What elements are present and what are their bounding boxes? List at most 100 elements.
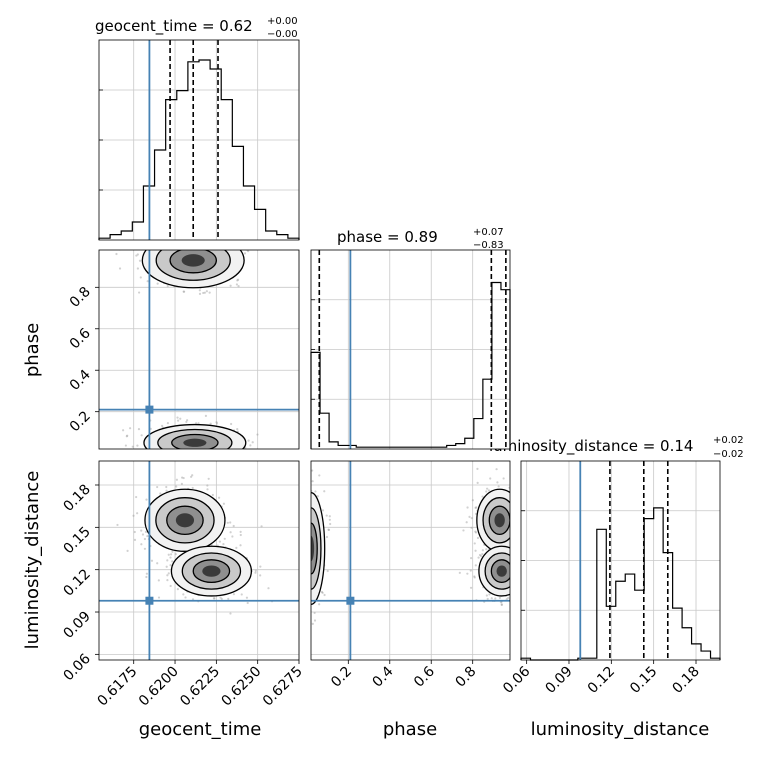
title-geocent-time-sub: −0.00 — [267, 29, 298, 40]
density-phase-vs-geocent-time-point — [173, 457, 175, 459]
density-luminosity-distance-vs-geocent-time-point — [150, 559, 154, 562]
density-luminosity-distance-vs-phase-point — [470, 557, 473, 560]
density-phase-vs-geocent-time-point — [182, 290, 186, 293]
density-luminosity-distance-vs-phase-point — [308, 551, 310, 553]
density-luminosity-distance-vs-geocent-time-point — [206, 488, 209, 491]
density-luminosity-distance-vs-geocent-time-point — [182, 476, 185, 480]
density-luminosity-distance-vs-phase-point — [510, 569, 512, 571]
density-luminosity-distance-vs-phase-point — [325, 514, 328, 517]
density-luminosity-distance-vs-phase-point — [304, 543, 306, 545]
yaxis-phase-yticklabel-1: 0.4 — [67, 367, 94, 394]
density-phase-vs-geocent-time-point — [179, 454, 181, 456]
density-phase-vs-geocent-time-point — [169, 246, 171, 248]
density-luminosity-distance-vs-geocent-time-point — [259, 565, 262, 568]
xaxis-phase-xticklabel-3: 0.8 — [452, 664, 479, 691]
density-luminosity-distance-vs-phase-truth-marker — [346, 596, 355, 605]
density-luminosity-distance-vs-phase-point — [308, 546, 310, 548]
density-luminosity-distance-vs-phase-point — [514, 541, 516, 543]
density-phase-vs-geocent-time-point — [146, 280, 149, 283]
density-luminosity-distance-vs-geocent-time-point — [133, 538, 137, 541]
title-geocent-time: geocent_time = 0.62 +0.00 −0.00 — [95, 16, 298, 40]
density-luminosity-distance-vs-phase-point — [517, 547, 519, 549]
hist-geocent-time — [98, 39, 300, 241]
density-phase-vs-geocent-time-point — [209, 246, 211, 248]
density-luminosity-distance-vs-phase-point — [473, 575, 476, 578]
yaxis-luminosity-distance-yticklabel-2: 0.12 — [60, 566, 93, 599]
density-luminosity-distance-vs-phase-point — [328, 515, 331, 518]
density-phase-vs-geocent-time-point — [118, 267, 122, 270]
density-luminosity-distance-vs-phase-point — [314, 490, 317, 493]
title-luminosity-distance: luminosity_distance = 0.14 +0.02 −0.02 — [489, 435, 744, 460]
density-luminosity-distance-vs-phase-point — [305, 543, 307, 545]
density-luminosity-distance-vs-phase-point — [308, 509, 310, 511]
yaxis-luminosity-distance-yticklabel-1: 0.09 — [60, 609, 93, 642]
density-phase-vs-geocent-time-point — [204, 454, 206, 456]
density-luminosity-distance-vs-phase-point — [514, 537, 516, 539]
density-luminosity-distance-vs-phase-point — [512, 557, 514, 559]
density-phase-vs-geocent-time-point — [131, 445, 134, 448]
density-luminosity-distance-vs-phase-point — [511, 508, 513, 510]
density-luminosity-distance-vs-phase-content — [300, 467, 521, 625]
density-phase-vs-geocent-time-point — [185, 247, 187, 249]
density-phase-vs-geocent-time-point — [230, 422, 233, 426]
density-luminosity-distance-vs-phase-point — [307, 471, 309, 473]
density-luminosity-distance-vs-phase-point — [306, 607, 308, 609]
density-luminosity-distance-vs-geocent-time-point — [246, 601, 249, 605]
density-luminosity-distance-vs-geocent-time-point — [140, 543, 143, 546]
density-luminosity-distance-vs-phase-point — [516, 543, 518, 545]
density-luminosity-distance-vs-phase-point — [303, 556, 305, 558]
density-luminosity-distance-vs-phase-point — [469, 586, 473, 589]
density-luminosity-distance-vs-phase-point — [303, 547, 305, 549]
density-phase-vs-geocent-time-point — [201, 245, 203, 247]
density-luminosity-distance-vs-phase-point — [486, 597, 489, 601]
density-luminosity-distance-vs-phase-point — [304, 551, 306, 553]
density-luminosity-distance-vs-geocent-time-point — [169, 564, 172, 567]
density-luminosity-distance-vs-phase-point — [517, 584, 519, 586]
yaxis-luminosity-distance-yticklabel-4: 0.18 — [60, 482, 93, 515]
density-luminosity-distance-vs-geocent-time-point — [144, 530, 148, 533]
density-phase-vs-geocent-time-point — [182, 290, 185, 293]
yaxis-phase-yticklabel-0: 0.2 — [67, 408, 94, 435]
density-luminosity-distance-vs-phase-point — [519, 556, 521, 558]
density-phase-vs-geocent-time-point — [229, 284, 232, 287]
density-luminosity-distance-vs-phase-point — [517, 572, 519, 574]
density-luminosity-distance-vs-phase-point — [514, 562, 516, 564]
density-luminosity-distance-vs-phase-point — [496, 481, 499, 484]
density-luminosity-distance-vs-phase-point — [514, 541, 516, 543]
density-luminosity-distance-vs-geocent-time-point — [180, 482, 183, 485]
density-luminosity-distance-vs-phase-point — [305, 542, 307, 544]
density-luminosity-distance-vs-phase-point — [304, 518, 306, 520]
density-luminosity-distance-vs-phase-point — [498, 596, 502, 600]
density-luminosity-distance-vs-geocent-time-point — [239, 544, 242, 547]
xaxis-geocent-time-xticklabel-4: 0.6275 — [260, 664, 306, 710]
density-luminosity-distance-vs-phase-point — [300, 519, 302, 521]
density-luminosity-distance-vs-geocent-time-point — [146, 534, 149, 538]
density-luminosity-distance-vs-phase-point — [305, 559, 307, 561]
density-luminosity-distance-vs-phase-point — [303, 549, 305, 551]
density-luminosity-distance-vs-phase-point — [510, 514, 512, 516]
density-phase-vs-geocent-time-point — [138, 259, 142, 262]
density-luminosity-distance-vs-geocent-time-point — [143, 537, 147, 541]
density-luminosity-distance-vs-phase-point — [468, 515, 471, 518]
density-phase-vs-geocent-time-point — [185, 420, 188, 424]
density-luminosity-distance-vs-phase-point — [513, 555, 515, 557]
density-luminosity-distance-vs-phase-point — [513, 491, 515, 493]
density-phase-vs-geocent-time-point — [147, 457, 149, 459]
density-phase-vs-geocent-time-point — [203, 450, 205, 452]
density-luminosity-distance-vs-phase-point — [308, 527, 310, 529]
density-luminosity-distance-vs-phase-point — [323, 593, 326, 597]
density-luminosity-distance-vs-geocent-time-point — [190, 475, 193, 478]
density-luminosity-distance-vs-phase-point — [500, 603, 503, 607]
density-luminosity-distance-vs-phase-point — [305, 587, 307, 589]
density-luminosity-distance-vs-geocent-time-point — [223, 537, 226, 540]
density-phase-vs-geocent-time-point — [136, 267, 139, 270]
density-phase-vs-geocent-time-point — [193, 242, 195, 244]
density-luminosity-distance-vs-phase-point — [307, 598, 309, 600]
density-luminosity-distance-vs-geocent-time-border — [98, 460, 300, 661]
density-luminosity-distance-vs-phase-point — [307, 527, 309, 529]
density-luminosity-distance-vs-phase-point — [469, 569, 472, 572]
xaxis-phase-xticklabel-1: 0.4 — [370, 663, 397, 690]
density-luminosity-distance-vs-phase-point — [316, 495, 319, 498]
density-phase-vs-geocent-time-point — [212, 452, 214, 454]
